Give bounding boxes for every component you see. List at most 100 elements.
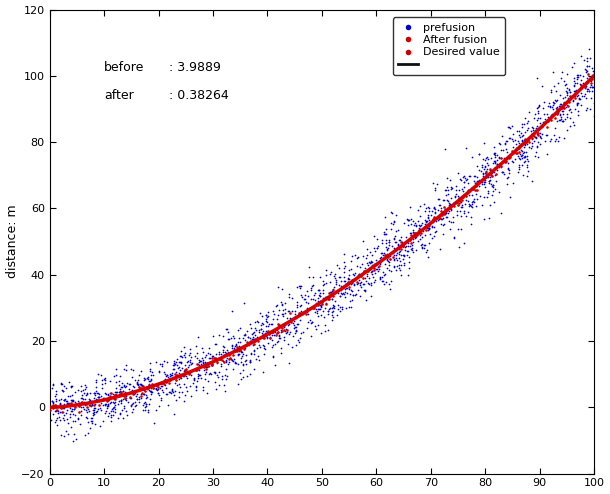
prefusion — [587, 82, 597, 90]
prefusion — [212, 371, 222, 379]
prefusion — [403, 216, 413, 224]
After fusion — [180, 367, 190, 374]
prefusion — [268, 336, 278, 344]
prefusion — [265, 332, 274, 340]
prefusion — [583, 74, 592, 82]
prefusion — [120, 395, 129, 403]
prefusion — [340, 286, 350, 293]
prefusion — [223, 326, 232, 333]
After fusion — [585, 76, 595, 83]
prefusion — [569, 74, 579, 82]
prefusion — [567, 63, 577, 71]
prefusion — [109, 372, 119, 380]
prefusion — [367, 267, 377, 275]
prefusion — [109, 399, 118, 407]
prefusion — [339, 284, 348, 292]
prefusion — [226, 334, 236, 342]
prefusion — [434, 195, 444, 203]
prefusion — [110, 394, 120, 402]
After fusion — [179, 371, 189, 379]
prefusion — [205, 369, 215, 376]
prefusion — [547, 103, 557, 111]
prefusion — [231, 340, 240, 348]
prefusion — [63, 419, 73, 427]
prefusion — [411, 221, 421, 229]
prefusion — [522, 163, 532, 171]
prefusion — [447, 184, 456, 192]
prefusion — [565, 88, 575, 96]
prefusion — [440, 210, 450, 218]
prefusion — [278, 306, 287, 314]
After fusion — [57, 408, 67, 416]
prefusion — [362, 272, 372, 280]
prefusion — [143, 383, 153, 391]
prefusion — [585, 83, 595, 91]
prefusion — [121, 392, 131, 400]
After fusion — [259, 334, 269, 342]
prefusion — [277, 301, 287, 309]
prefusion — [55, 399, 65, 407]
prefusion — [416, 221, 426, 229]
prefusion — [164, 388, 174, 396]
After fusion — [103, 396, 113, 404]
prefusion — [568, 96, 578, 104]
prefusion — [340, 262, 350, 270]
prefusion — [176, 352, 185, 360]
prefusion — [178, 388, 187, 396]
prefusion — [163, 372, 173, 380]
prefusion — [82, 383, 92, 391]
prefusion — [492, 160, 502, 168]
After fusion — [224, 351, 234, 359]
prefusion — [473, 177, 483, 185]
prefusion — [490, 159, 500, 166]
prefusion — [409, 228, 418, 236]
After fusion — [64, 400, 74, 408]
prefusion — [145, 366, 155, 373]
prefusion — [127, 408, 137, 416]
prefusion — [310, 299, 320, 307]
prefusion — [306, 295, 316, 303]
prefusion — [81, 385, 90, 393]
prefusion — [494, 154, 504, 162]
prefusion — [179, 351, 189, 359]
prefusion — [467, 204, 476, 211]
prefusion — [485, 176, 495, 184]
prefusion — [464, 172, 473, 180]
prefusion — [315, 297, 325, 305]
prefusion — [564, 86, 574, 94]
prefusion — [542, 150, 552, 158]
prefusion — [168, 388, 178, 396]
prefusion — [463, 179, 473, 187]
prefusion — [276, 298, 286, 306]
prefusion — [95, 404, 104, 412]
prefusion — [120, 365, 129, 373]
prefusion — [310, 288, 320, 296]
prefusion — [217, 375, 227, 383]
prefusion — [429, 204, 439, 212]
prefusion — [522, 161, 532, 169]
prefusion — [529, 137, 539, 145]
After fusion — [110, 391, 120, 399]
After fusion — [374, 262, 384, 270]
prefusion — [396, 251, 406, 259]
prefusion — [360, 264, 370, 272]
prefusion — [262, 311, 271, 319]
prefusion — [561, 87, 571, 95]
prefusion — [264, 312, 273, 320]
prefusion — [48, 398, 57, 406]
prefusion — [306, 287, 316, 294]
prefusion — [548, 101, 558, 109]
prefusion — [325, 288, 335, 296]
prefusion — [326, 292, 336, 300]
prefusion — [460, 191, 470, 199]
prefusion — [555, 100, 565, 108]
After fusion — [552, 106, 562, 114]
prefusion — [589, 112, 598, 120]
prefusion — [469, 196, 479, 204]
prefusion — [389, 244, 399, 252]
prefusion — [235, 344, 245, 352]
prefusion — [315, 292, 325, 300]
prefusion — [304, 273, 314, 281]
After fusion — [371, 260, 381, 268]
After fusion — [514, 142, 523, 150]
